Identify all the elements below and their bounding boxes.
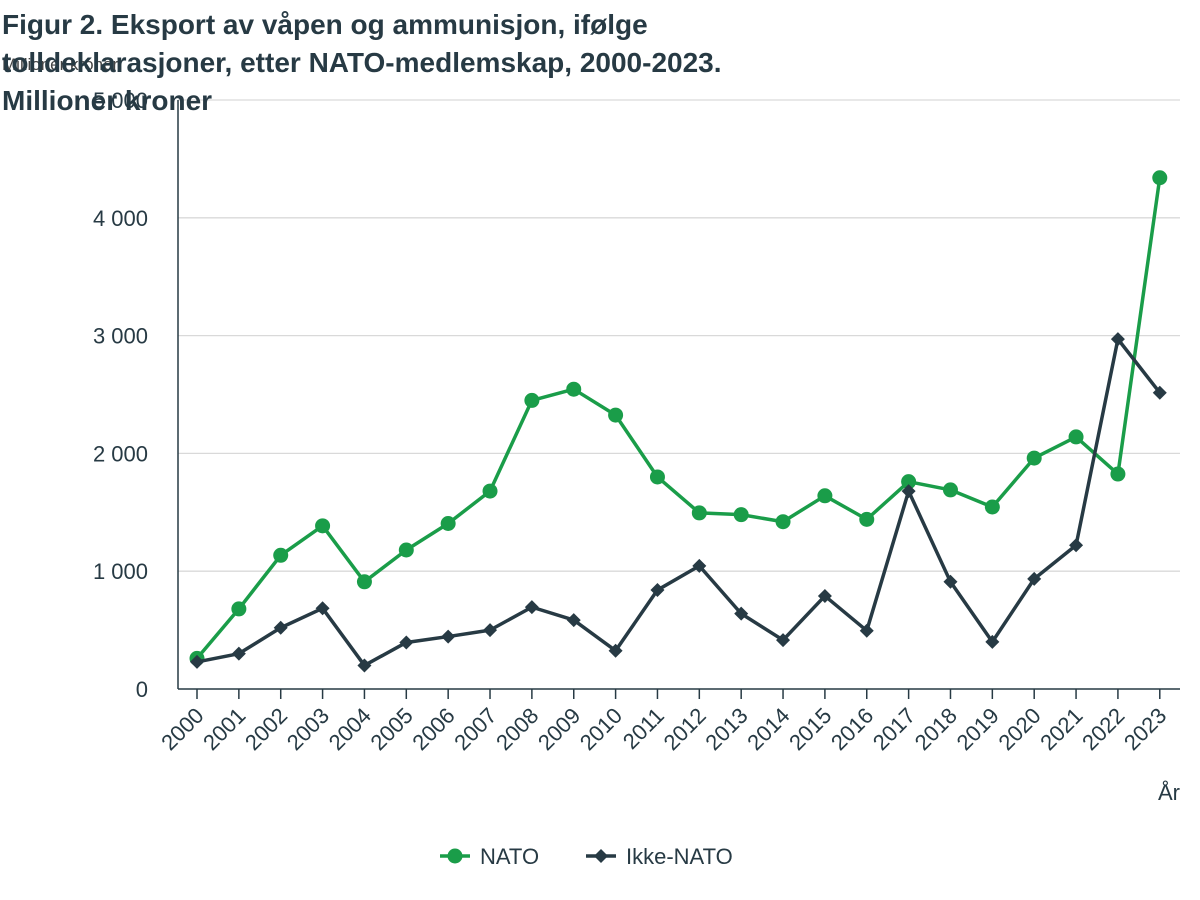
x-tick-label: 2004 [324, 703, 376, 755]
data-point-nato [984, 499, 1000, 515]
x-tick-label: 2000 [156, 703, 208, 755]
x-tick-label: 2020 [993, 703, 1045, 755]
data-point-ikke-nato [943, 574, 958, 589]
x-tick-label: 2015 [784, 703, 836, 755]
y-tick-label: 1 000 [93, 559, 148, 584]
data-point-nato [901, 474, 917, 490]
data-point-ikke-nato [1069, 538, 1084, 553]
x-tick-label: 2023 [1119, 703, 1171, 755]
data-point-nato [691, 505, 707, 521]
data-point-nato [482, 483, 498, 499]
data-point-nato [733, 507, 749, 523]
x-tick-label: 2012 [659, 703, 711, 755]
data-point-ikke-nato [859, 623, 874, 638]
y-tick-label: 2 000 [93, 441, 148, 466]
data-point-nato [440, 515, 456, 531]
data-point-ikke-nato [273, 620, 288, 635]
data-point-nato [356, 574, 372, 590]
x-tick-label: 2009 [533, 703, 585, 755]
data-point-ikke-nato [692, 558, 707, 573]
y-tick-label: 3 000 [93, 324, 148, 349]
data-point-ikke-nato [1152, 385, 1167, 400]
data-point-ikke-nato [650, 583, 665, 598]
data-point-ikke-nato [357, 658, 372, 673]
data-point-ikke-nato [734, 606, 749, 621]
series-line-nato [195, 177, 1162, 660]
data-point-nato [273, 547, 289, 563]
x-tick-label: 2001 [198, 703, 250, 755]
x-tick-label: 2005 [366, 703, 418, 755]
x-axis-label: År [1158, 780, 1180, 805]
chart-title-line-3: Millioner kroner [2, 85, 212, 116]
series-lines [189, 170, 1168, 673]
data-point-ikke-nato [231, 646, 246, 661]
x-tick-label: 2010 [575, 703, 627, 755]
legend-marker-nato [447, 848, 463, 864]
data-point-ikke-nato [1110, 332, 1125, 347]
data-point-nato [817, 488, 833, 504]
data-point-ikke-nato [399, 635, 414, 650]
x-tick-label: 2021 [1035, 703, 1087, 755]
data-point-ikke-nato [524, 600, 539, 615]
data-point-ikke-nato [566, 613, 581, 628]
data-point-nato [649, 469, 665, 485]
chart-title-line-2: tolldeklarasjoner, etter NATO-medlemskap… [2, 47, 722, 78]
data-point-nato [315, 518, 331, 534]
data-point-nato [608, 407, 624, 423]
x-tick-label: 2008 [491, 703, 543, 755]
x-tick-label: 2022 [1077, 703, 1129, 755]
data-point-nato [1152, 170, 1168, 186]
legend: NATO Ikke-NATO [440, 844, 733, 869]
x-tick-label: 2002 [240, 703, 292, 755]
data-point-ikke-nato [817, 588, 832, 603]
data-point-ikke-nato [608, 643, 623, 658]
data-point-nato [566, 381, 582, 397]
data-point-nato [1026, 450, 1042, 466]
data-point-ikke-nato [985, 634, 1000, 649]
data-point-ikke-nato [1027, 571, 1042, 586]
data-point-ikke-nato [315, 601, 330, 616]
data-point-nato [859, 511, 875, 527]
data-point-nato [524, 392, 540, 408]
x-tick-label: 2016 [826, 703, 878, 755]
data-point-ikke-nato [483, 623, 498, 638]
data-point-nato [231, 601, 247, 617]
y-tick-label: 5 000 [93, 88, 148, 113]
x-tick-label: 2006 [407, 703, 459, 755]
data-point-nato [1110, 466, 1126, 482]
data-point-ikke-nato [901, 484, 916, 499]
chart-title-line-1: Figur 2. Eksport av våpen og ammunisjon,… [2, 9, 648, 40]
data-point-nato [398, 542, 414, 558]
legend-label-ikke-nato: Ikke-NATO [626, 844, 733, 869]
data-point-nato [942, 482, 958, 498]
data-point-ikke-nato [190, 654, 204, 669]
x-tick-label: 2019 [952, 703, 1004, 755]
data-point-ikke-nato [776, 633, 791, 648]
y-axis-unit-label: Millioner kroner [2, 55, 119, 74]
x-tick-label: 2003 [282, 703, 334, 755]
gridlines [178, 99, 1180, 572]
data-point-nato [1068, 429, 1084, 445]
x-tick-label: 2018 [910, 703, 962, 755]
x-tick-label: 2017 [868, 703, 920, 755]
x-tick-label: 2014 [742, 703, 794, 755]
data-point-ikke-nato [441, 629, 456, 644]
legend-label-nato: NATO [480, 844, 539, 869]
y-tick-label: 4 000 [93, 206, 148, 231]
data-point-nato [775, 514, 791, 530]
series-line-ikke-nato [196, 337, 1162, 668]
x-tick-label: 2013 [700, 703, 752, 755]
x-tick-label: 2007 [449, 703, 501, 755]
y-tick-label: 0 [136, 677, 148, 702]
legend-marker-ikke-nato [594, 849, 608, 863]
x-tick-label: 2011 [618, 703, 669, 754]
